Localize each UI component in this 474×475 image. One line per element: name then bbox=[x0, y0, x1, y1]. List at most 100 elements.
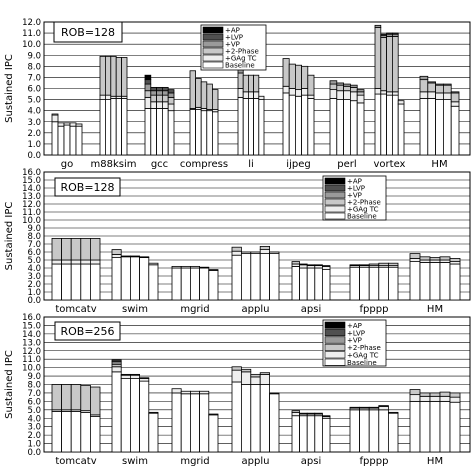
bar-segment-vp bbox=[427, 81, 436, 84]
bar-segment-gagtc bbox=[51, 259, 63, 265]
bar-segment-gagtc bbox=[336, 90, 344, 100]
rob-label: ROB=128 bbox=[61, 26, 115, 39]
bar-segment-2phase bbox=[167, 96, 175, 105]
bar-segment-baseline bbox=[139, 380, 150, 453]
bar-segment-gagtc bbox=[397, 100, 405, 105]
bar-segment-gagtc bbox=[231, 369, 242, 383]
bar-segment-gagtc bbox=[419, 395, 431, 402]
bar-segment-baseline bbox=[291, 265, 300, 301]
bar-segment-vp bbox=[349, 84, 358, 88]
legend-swatch bbox=[324, 351, 346, 359]
y-axis-label: Sustained IPC bbox=[4, 202, 15, 271]
x-category-label: HM bbox=[431, 159, 447, 170]
bar-segment-baseline bbox=[110, 98, 117, 156]
bar-segment-2phase bbox=[189, 70, 196, 109]
bar-segment-baseline bbox=[231, 254, 242, 301]
bar-segment-gagtc bbox=[148, 411, 159, 414]
bar-segment-baseline bbox=[231, 381, 242, 453]
bar-segment-gagtc bbox=[349, 91, 358, 102]
bar-segment-baseline bbox=[161, 108, 169, 156]
chart-panel-3: 0.01.02.03.04.05.06.07.08.09.010.011.012… bbox=[4, 313, 471, 467]
y-tick-label: 15.0 bbox=[22, 321, 41, 331]
bar-segment-baseline bbox=[387, 266, 399, 301]
bar-segment-2phase bbox=[61, 237, 72, 261]
y-tick-label: 11.0 bbox=[22, 355, 41, 365]
x-category-label: fpppp bbox=[360, 304, 389, 315]
y-tick-label: 3.0 bbox=[27, 272, 41, 282]
bar-segment-2phase bbox=[442, 84, 452, 94]
bar-segment-gagtc bbox=[250, 251, 261, 254]
y-tick-label: 7.0 bbox=[27, 73, 41, 83]
bar-segment-baseline bbox=[61, 263, 72, 301]
bar-segment-gagtc bbox=[180, 390, 191, 395]
bar-segment-baseline bbox=[148, 264, 159, 301]
bar-segment-gagtc bbox=[269, 392, 280, 395]
bar-segment-baseline bbox=[206, 110, 213, 156]
y-tick-label: 1.0 bbox=[27, 140, 41, 150]
bar-segment-2phase bbox=[439, 391, 451, 397]
y-tick-label: 0.0 bbox=[27, 151, 41, 161]
x-category-label: tomcatv bbox=[55, 456, 96, 467]
chart-panel-1: 0.01.02.03.04.05.06.0 7.08.09.010.011.012… bbox=[4, 18, 471, 170]
x-category-label: m88ksim bbox=[91, 159, 137, 170]
bar-segment-lvp bbox=[391, 32, 399, 35]
chart-panel-2: 0.01.02.03.04.05.06.07.08.09.010.011.012… bbox=[4, 168, 471, 315]
y-tick-label: 12.0 bbox=[22, 347, 41, 357]
rob-label: ROB=256 bbox=[60, 325, 114, 338]
bar-segment-baseline bbox=[299, 415, 308, 453]
bar-segment-gagtc bbox=[148, 262, 159, 266]
bar-segment-baseline bbox=[329, 98, 338, 156]
bar-segment-baseline bbox=[156, 108, 163, 156]
bar-segment-baseline bbox=[258, 99, 265, 156]
y-tick-label: 2.0 bbox=[27, 280, 41, 290]
bar-segment-vp bbox=[150, 90, 158, 96]
legend-label: +AP bbox=[347, 322, 362, 330]
x-category-label: vortex bbox=[374, 159, 406, 170]
bar-segment-ap bbox=[144, 74, 152, 81]
bar-segment-gagtc bbox=[199, 266, 210, 269]
bar-segment-gagtc bbox=[240, 251, 252, 254]
bar-segment-lvp bbox=[161, 86, 169, 92]
bar-segment-2phase bbox=[105, 55, 112, 96]
bar-segment-baseline bbox=[240, 384, 252, 453]
bar-segment-baseline bbox=[189, 393, 200, 453]
bar-segment-2phase bbox=[161, 94, 169, 103]
bar-segment-baseline bbox=[378, 266, 389, 301]
bar-segment-gagtc bbox=[253, 91, 260, 99]
bar-segment-2phase bbox=[435, 84, 444, 94]
bar-segment-baseline bbox=[449, 401, 461, 453]
bar-segment-gagtc bbox=[129, 255, 140, 258]
y-axis-label: Sustained IPC bbox=[4, 54, 15, 123]
bar-segment-2phase bbox=[380, 37, 387, 92]
bar-segment-baseline bbox=[75, 125, 83, 156]
y-tick-label: 7.0 bbox=[27, 389, 41, 399]
bar-segment-2phase bbox=[240, 368, 252, 373]
bar-segment-baseline bbox=[439, 261, 451, 301]
bar-segment-baseline bbox=[80, 263, 91, 301]
bar-segment-2phase bbox=[321, 265, 331, 267]
bar-segment-gagtc bbox=[387, 411, 399, 414]
bar-segment-baseline bbox=[189, 109, 196, 156]
bar-segment-vp bbox=[156, 90, 163, 96]
bar-segment-lvp bbox=[156, 86, 163, 92]
bar-segment-gagtc bbox=[171, 388, 182, 394]
legend-label: +2-Phase bbox=[347, 199, 381, 207]
bar-segment-2phase bbox=[247, 74, 254, 93]
bar-segment-gagtc bbox=[144, 96, 152, 109]
legend-swatch bbox=[202, 26, 224, 34]
bar-segment-gagtc bbox=[329, 89, 338, 99]
bar-segment-2phase bbox=[314, 412, 323, 415]
bar-segment-baseline bbox=[419, 400, 431, 453]
bar-segment-baseline bbox=[409, 261, 421, 301]
bar-segment-baseline bbox=[237, 96, 244, 156]
bar-segment-2phase bbox=[291, 261, 300, 265]
bar-segment-gagtc bbox=[282, 85, 290, 94]
bar-segment-baseline bbox=[378, 409, 389, 453]
bar-segment-baseline bbox=[121, 98, 128, 156]
bar-segment-gagtc bbox=[356, 94, 365, 104]
y-tick-label: 11.0 bbox=[22, 208, 41, 218]
x-category-label: ijpeg bbox=[286, 159, 310, 170]
bar-segment-gagtc bbox=[90, 259, 101, 265]
bar-segment-gagtc bbox=[105, 94, 112, 100]
